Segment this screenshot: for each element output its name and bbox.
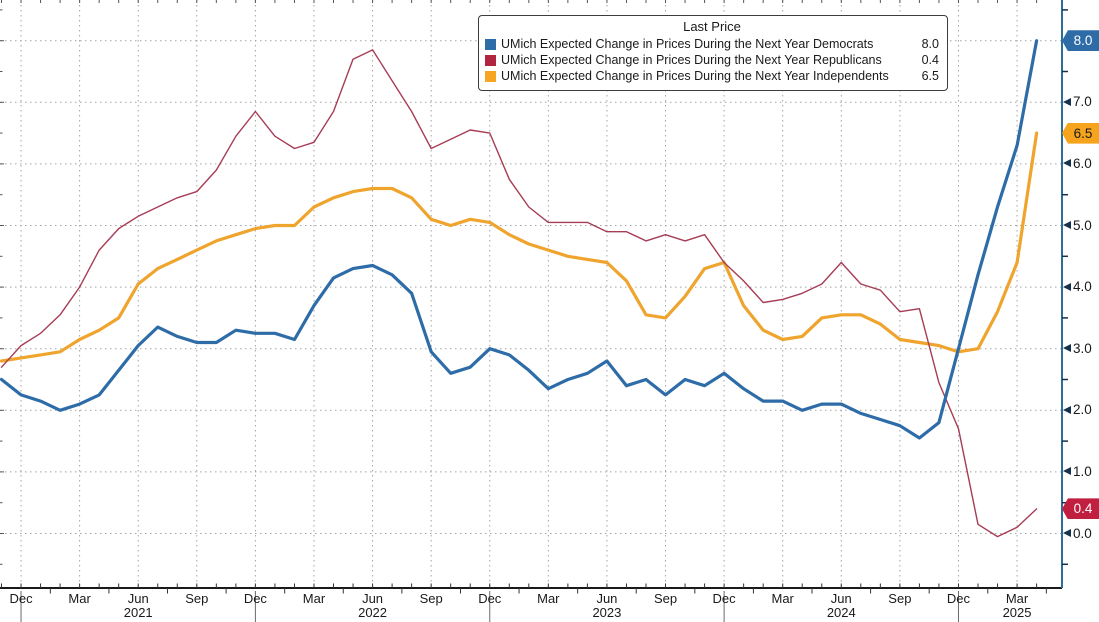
- last-price-badge-independents: 6.5: [1062, 122, 1099, 144]
- legend-label: UMich Expected Change in Prices During t…: [501, 53, 882, 67]
- x-tick-label: Jun: [127, 591, 149, 606]
- x-tick-label: Jun: [362, 591, 384, 606]
- x-year-label: 2025: [1002, 605, 1032, 620]
- x-tick-label: Jun: [596, 591, 618, 606]
- y-tick-arrow-icon: [1063, 221, 1071, 229]
- x-tick-label: Sep: [419, 591, 443, 606]
- y-tick-label: 1.0: [1073, 463, 1092, 479]
- y-tick-label: 2.0: [1073, 402, 1092, 418]
- legend-label: UMich Expected Change in Prices During t…: [501, 69, 889, 83]
- y-tick-label: 4.0: [1073, 279, 1092, 295]
- x-tick-label: Sep: [888, 591, 912, 606]
- legend-label: UMich Expected Change in Prices During t…: [501, 37, 874, 51]
- y-tick-arrow-icon: [1063, 282, 1071, 291]
- legend-row-republicans: UMich Expected Change in Prices During t…: [485, 52, 939, 68]
- x-tick-label: Mar: [1005, 591, 1029, 606]
- legend-title: Last Price: [683, 19, 741, 34]
- y-tick-arrow-icon: [1063, 467, 1071, 476]
- legend-row-democrats: UMich Expected Change in Prices During t…: [485, 36, 939, 52]
- horizontal-gridlines: [0, 40, 1062, 534]
- x-tick-label: Dec: [9, 591, 33, 606]
- y-tick-label: 5.0: [1073, 217, 1092, 233]
- y-tick-label: 0.0: [1073, 525, 1092, 541]
- y-tick-arrow-icon: [1063, 159, 1071, 168]
- legend-value: 0.4: [921, 53, 939, 67]
- x-tick-label: Jun: [830, 591, 852, 606]
- x-axis-boundary-ticks: [49, 588, 1047, 594]
- year-separators: [20, 591, 959, 622]
- legend-box: Last Price UMich Expected Change in Pric…: [478, 15, 948, 91]
- legend-value: 6.5: [921, 69, 939, 83]
- vertical-gridlines: [20, 0, 1018, 588]
- y-tick-arrow-icon: [1063, 405, 1071, 414]
- x-tick-label: Dec: [946, 591, 971, 606]
- y-tick-label: 3.0: [1073, 340, 1092, 356]
- y-tick-label: 6.0: [1073, 155, 1092, 171]
- series-line-democrats: [0, 39, 1039, 440]
- y-tick-arrow-icon: [1063, 97, 1071, 106]
- legend-swatch-democrats: [485, 38, 496, 50]
- last-price-badge-republicans: 0.4: [1062, 498, 1099, 520]
- y-tick-label: 7.0: [1073, 94, 1092, 110]
- x-tick-label: Dec: [478, 591, 502, 606]
- top-edge-ticks: [1, 0, 1038, 3]
- legend-swatch-independents: [485, 70, 496, 82]
- series-line-republicans: [0, 49, 1038, 538]
- legend-swatch-republicans: [485, 54, 496, 66]
- x-axis-month-ticks: [1, 583, 1038, 588]
- left-edge-ticks: [0, 9, 4, 565]
- x-year-label: 2024: [826, 605, 856, 620]
- x-tick-label: Dec: [712, 591, 736, 606]
- legend-value: 8.0: [921, 37, 939, 51]
- x-year-label: 2023: [592, 605, 622, 620]
- x-tick-label: Sep: [185, 591, 209, 606]
- x-year-label: 2022: [358, 605, 388, 620]
- legend-row-independents: UMich Expected Change in Prices During t…: [485, 68, 939, 84]
- x-tick-label: Mar: [537, 591, 560, 606]
- x-tick-label: Dec: [243, 591, 267, 606]
- x-tick-label: Mar: [68, 591, 91, 606]
- legend-rows: UMich Expected Change in Prices During t…: [485, 36, 939, 84]
- last-price-badge-democrats: 8.0: [1062, 30, 1099, 52]
- y-tick-arrow-icon: [1063, 529, 1071, 537]
- x-year-label: 2021: [123, 605, 153, 620]
- x-tick-label: Mar: [302, 591, 326, 606]
- series-line-independents: [0, 131, 1039, 363]
- y-tick-arrow-icon: [1063, 344, 1071, 353]
- x-tick-label: Mar: [771, 591, 794, 606]
- x-tick-label: Sep: [653, 591, 678, 606]
